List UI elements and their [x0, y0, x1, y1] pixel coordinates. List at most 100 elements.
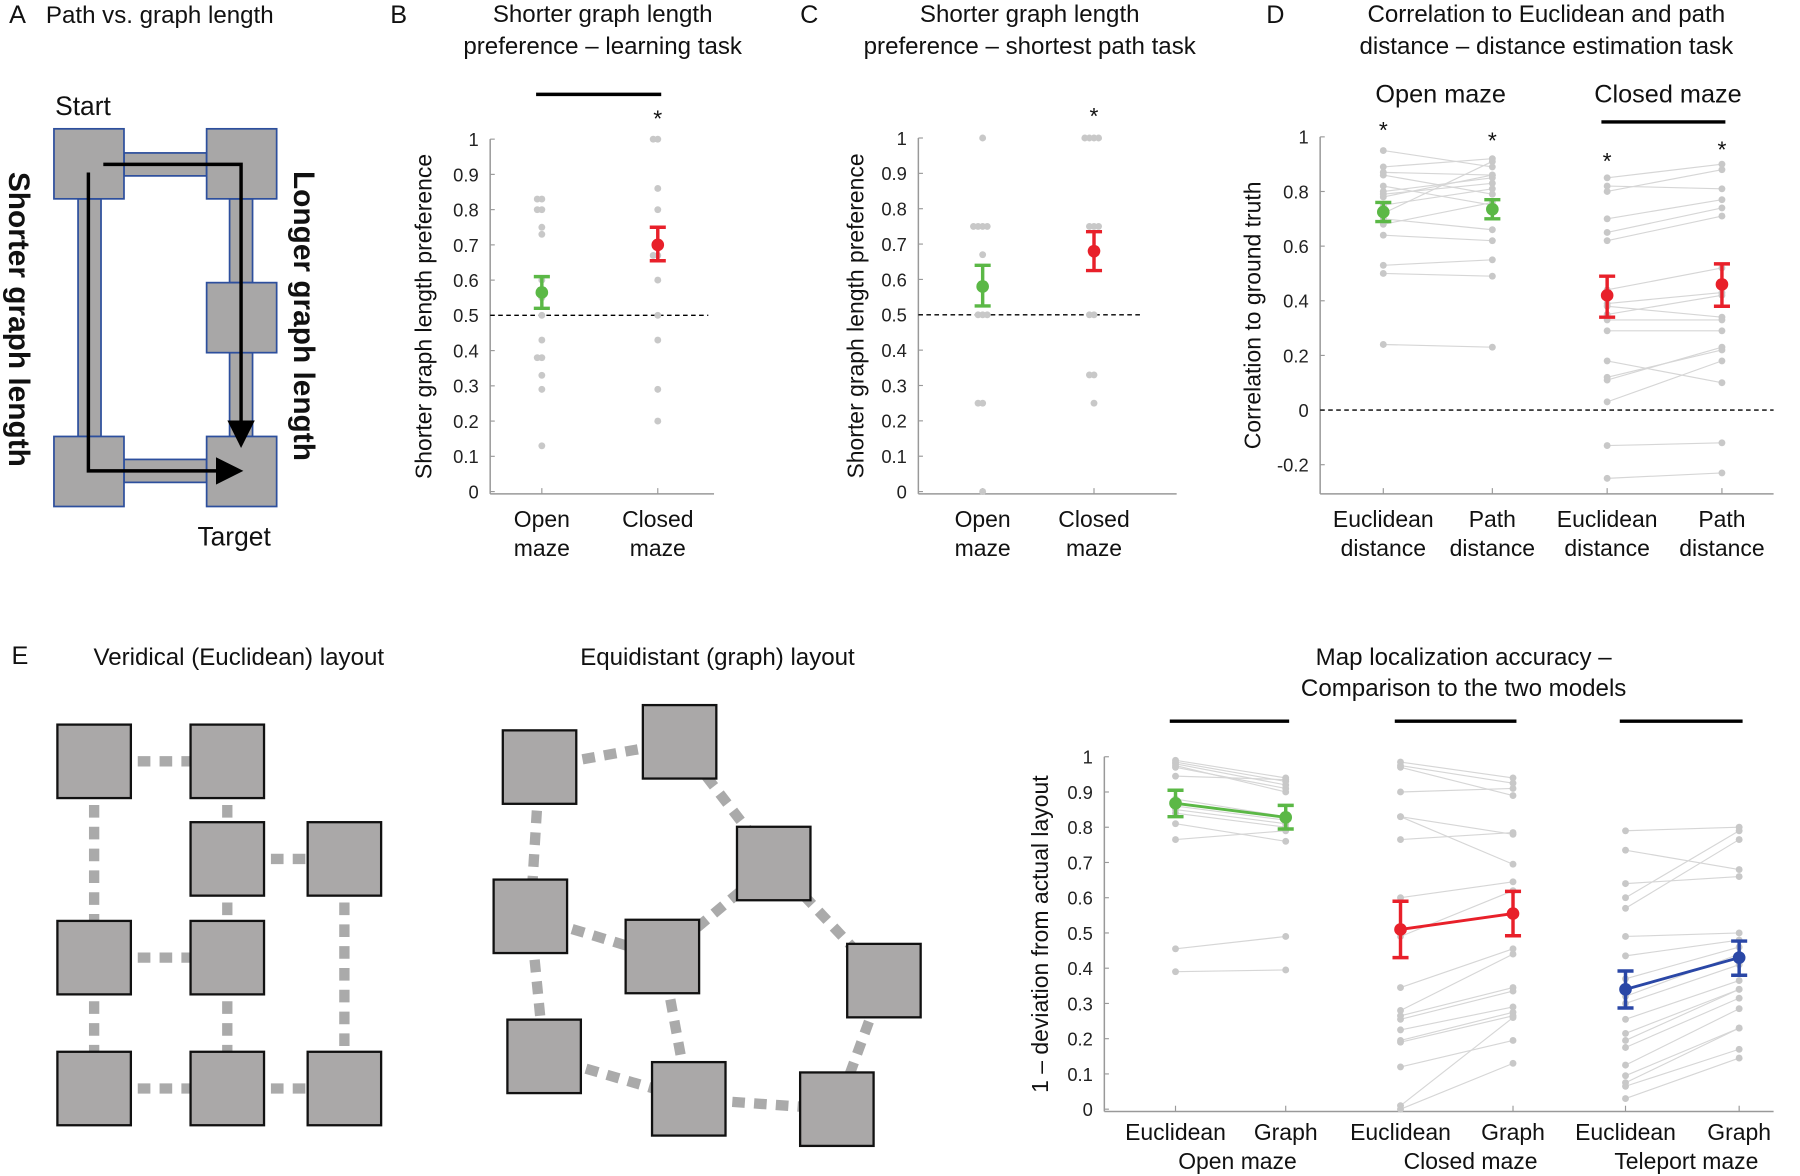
data-point — [1622, 1037, 1629, 1044]
y-tick-label: 1 — [468, 129, 478, 150]
group-label: Open maze — [1375, 80, 1506, 108]
data-point — [1509, 785, 1517, 792]
significance-star: * — [1603, 148, 1612, 174]
data-point — [1172, 820, 1179, 828]
y-tick-label: 0.7 — [881, 234, 907, 255]
location-square — [306, 821, 383, 897]
data-point — [649, 135, 657, 143]
data-point — [1622, 904, 1629, 912]
data-point — [1603, 215, 1611, 223]
data-point — [1172, 772, 1179, 780]
participant-line — [1625, 839, 1740, 909]
y-tick-label: 0.3 — [1067, 993, 1093, 1014]
data-point — [1379, 341, 1387, 348]
data-point — [1735, 1054, 1743, 1062]
y-tick-label: 0.4 — [1283, 291, 1309, 312]
participant-line — [1400, 1011, 1514, 1042]
data-point — [1509, 779, 1517, 787]
mean-marker — [1376, 205, 1390, 219]
data-point — [1735, 985, 1743, 993]
participant-line — [1175, 809, 1286, 825]
y-tick-label: 0.4 — [881, 340, 907, 361]
data-point — [1085, 222, 1093, 230]
data-point — [538, 371, 546, 379]
data-point — [1282, 837, 1290, 845]
significance-star: * — [1379, 117, 1388, 143]
data-point — [1397, 894, 1404, 902]
participant-line — [1607, 169, 1723, 193]
y-tick-label: 0.6 — [881, 269, 907, 290]
equidistant-layout — [492, 703, 922, 1148]
charts: B Shorter graph length preference – learni… — [390, 1, 1774, 1174]
data-point — [1488, 171, 1496, 179]
location-square — [641, 703, 718, 780]
participant-line — [1607, 294, 1723, 316]
data-point — [1379, 163, 1387, 171]
data-point — [1718, 357, 1726, 365]
data-point — [1509, 987, 1517, 995]
data-point — [1603, 229, 1611, 236]
chart-title: Shorter graph length — [920, 1, 1140, 28]
y-tick-label: 0.6 — [1283, 236, 1309, 257]
chart-panel-e: Map localization accuracy – Comparison to… — [1027, 644, 1774, 1174]
participant-line — [1625, 826, 1740, 832]
participant-line — [1400, 1017, 1514, 1107]
x-category-label: distance — [1679, 535, 1764, 561]
y-tick-label: 0.9 — [453, 164, 479, 185]
data-point — [983, 222, 991, 230]
participant-line — [1625, 979, 1740, 1020]
equidistant-layout-title: Equidistant (graph) layout — [580, 644, 855, 671]
shorter-graph-length-label: Shorter graph length — [2, 172, 35, 467]
data-point — [654, 385, 662, 393]
mean-marker — [1279, 811, 1293, 824]
mean-marker — [1394, 923, 1407, 936]
data-point — [1735, 827, 1743, 835]
mean-marker — [976, 280, 989, 293]
x-category-label: maze — [514, 535, 570, 561]
location-square — [56, 723, 133, 800]
x-category-label: Euclidean — [1575, 1119, 1676, 1145]
data-point — [1397, 1063, 1404, 1071]
data-point — [1718, 160, 1726, 168]
y-tick-label: 0.7 — [1067, 852, 1093, 873]
y-tick-label: 0.8 — [453, 200, 479, 221]
y-tick-label: 0.1 — [1067, 1064, 1093, 1085]
y-tick-label: 0 — [897, 481, 907, 502]
y-tick-label: 0.2 — [1067, 1029, 1093, 1050]
data-point — [1397, 763, 1404, 771]
y-tick-label: 0.9 — [881, 163, 907, 184]
data-point — [1379, 147, 1387, 154]
group-label: Teleport maze — [1614, 1148, 1758, 1174]
participant-line — [1625, 849, 1740, 871]
data-point — [1397, 788, 1404, 796]
data-point — [1718, 343, 1726, 351]
veridical-layout-title: Veridical (Euclidean) layout — [93, 644, 384, 671]
participant-line — [1175, 830, 1286, 841]
data-point — [1718, 185, 1726, 193]
location-square — [189, 821, 266, 897]
data-point — [1603, 188, 1611, 195]
data-point — [1095, 134, 1103, 142]
y-tick-label: 1 — [897, 128, 907, 149]
participant-line — [1400, 816, 1514, 835]
x-category-label: Open — [955, 506, 1011, 532]
significance-star: * — [1717, 137, 1726, 163]
data-point — [1172, 836, 1179, 844]
mean-marker — [1732, 951, 1746, 964]
participant-line — [1400, 881, 1514, 899]
y-tick-label: 0.2 — [453, 411, 479, 432]
data-point — [974, 399, 982, 407]
data-point — [1509, 774, 1517, 782]
participant-line — [1606, 346, 1723, 381]
participant-line — [1607, 472, 1722, 479]
chart-title: Shorter graph length — [493, 1, 713, 28]
data-point — [1397, 1015, 1404, 1023]
group-label: Closed maze — [1404, 1148, 1538, 1174]
data-point — [1379, 171, 1387, 179]
data-point — [654, 276, 662, 284]
mean-line — [1175, 801, 1286, 819]
location-square — [846, 942, 922, 1019]
data-point — [533, 354, 541, 362]
y-tick-label: 0.8 — [1067, 817, 1093, 838]
data-point — [1718, 327, 1726, 335]
